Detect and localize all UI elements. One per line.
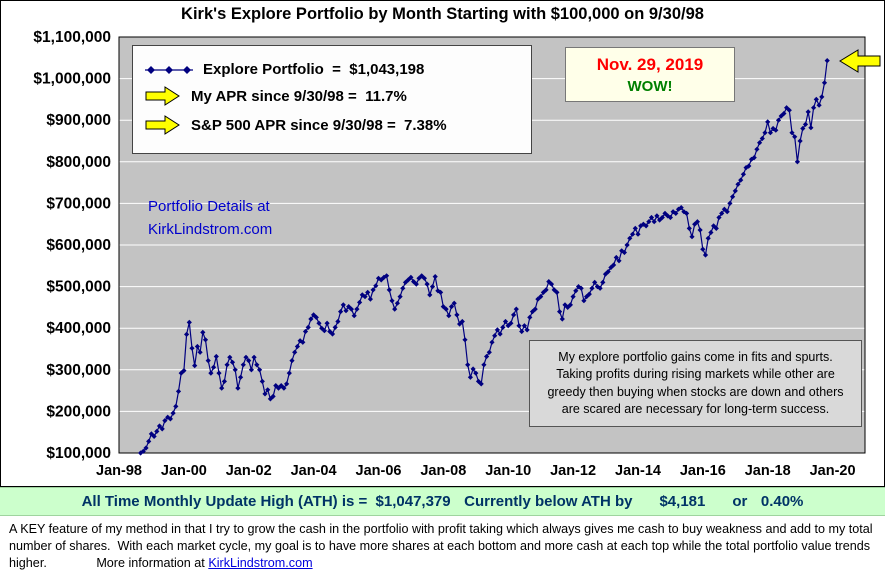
- legend-box: Explore Portfolio = $1,043,198 My APR si…: [132, 45, 532, 154]
- legend-row-explore: Explore Portfolio = $1,043,198: [145, 61, 519, 78]
- svg-text:$900,000: $900,000: [46, 112, 111, 129]
- details-line1: Portfolio Details at: [148, 198, 270, 215]
- svg-text:$100,000: $100,000: [46, 445, 111, 462]
- legend-apr-label: My APR since 9/30/98 = 11.7%: [191, 87, 407, 105]
- legend-row-sp500: S&P 500 APR since 9/30/98 = 7.38%: [145, 114, 519, 136]
- ath-value: $1,047,379: [375, 493, 451, 510]
- svg-text:Jan-02: Jan-02: [226, 463, 272, 479]
- svg-text:Jan-14: Jan-14: [615, 463, 661, 479]
- svg-text:$800,000: $800,000: [46, 154, 111, 171]
- callout-wow: WOW!: [627, 78, 673, 95]
- svg-text:Jan-98: Jan-98: [96, 463, 142, 479]
- yellow-arrow-right-icon: [145, 115, 180, 135]
- svg-text:Jan-16: Jan-16: [680, 463, 726, 479]
- svg-text:$300,000: $300,000: [46, 362, 111, 379]
- svg-text:$1,100,000: $1,100,000: [33, 29, 111, 46]
- chart-area: Kirk's Explore Portfolio by Month Starti…: [0, 0, 885, 487]
- kirklindstrom-link[interactable]: KirkLindstrom.com: [208, 556, 313, 571]
- yellow-arrow-right-icon: [145, 86, 180, 106]
- svg-text:Jan-08: Jan-08: [420, 463, 466, 479]
- footer-description: A KEY feature of my method in that I try…: [0, 516, 885, 572]
- yellow-arrow-left-icon: [839, 49, 881, 73]
- svg-text:$400,000: $400,000: [46, 320, 111, 337]
- chart-title: Kirk's Explore Portfolio by Month Starti…: [181, 5, 704, 23]
- svg-text:Jan-06: Jan-06: [356, 463, 402, 479]
- date-callout-box: Nov. 29, 2019 WOW!: [565, 47, 735, 102]
- below-ath-label: Currently below ATH by: [464, 493, 633, 510]
- legend-row-apr: My APR since 9/30/98 = 11.7%: [145, 85, 519, 107]
- svg-text:Jan-10: Jan-10: [485, 463, 531, 479]
- or-label: or: [732, 493, 748, 510]
- series-marker-icon: [145, 65, 193, 74]
- legend-sp500-label: S&P 500 APR since 9/30/98 = 7.38%: [191, 116, 447, 134]
- svg-text:$700,000: $700,000: [46, 195, 111, 212]
- callout-date: Nov. 29, 2019: [596, 55, 704, 74]
- svg-text:$1,000,000: $1,000,000: [33, 71, 111, 88]
- footer-text: A KEY feature of my method in that I try…: [9, 522, 877, 571]
- ath-status-bar: All Time Monthly Update High (ATH) is = …: [0, 487, 885, 516]
- latest-point-arrow: [837, 49, 881, 78]
- svg-text:Jan-00: Jan-00: [161, 463, 207, 479]
- below-ath-percent: 0.40%: [760, 493, 804, 510]
- legend-explore-label: Explore Portfolio = $1,043,198: [203, 61, 425, 78]
- svg-text:Jan-04: Jan-04: [291, 463, 337, 479]
- svg-text:$500,000: $500,000: [46, 279, 111, 296]
- strategy-note-box: My explore portfolio gains come in fits …: [529, 340, 862, 427]
- portfolio-details-note: Portfolio Details at KirkLindstrom.com: [148, 195, 272, 242]
- svg-text:Jan-20: Jan-20: [810, 463, 856, 479]
- svg-text:$600,000: $600,000: [46, 237, 111, 254]
- more-info-label: More information at: [96, 556, 205, 571]
- details-line2: KirkLindstrom.com: [148, 221, 273, 239]
- below-ath-value: $4,181: [659, 493, 706, 510]
- svg-text:Jan-12: Jan-12: [550, 463, 596, 479]
- ath-label: All Time Monthly Update High (ATH) is =: [81, 493, 368, 510]
- svg-text:$200,000: $200,000: [46, 403, 111, 420]
- svg-text:Jan-18: Jan-18: [745, 463, 791, 479]
